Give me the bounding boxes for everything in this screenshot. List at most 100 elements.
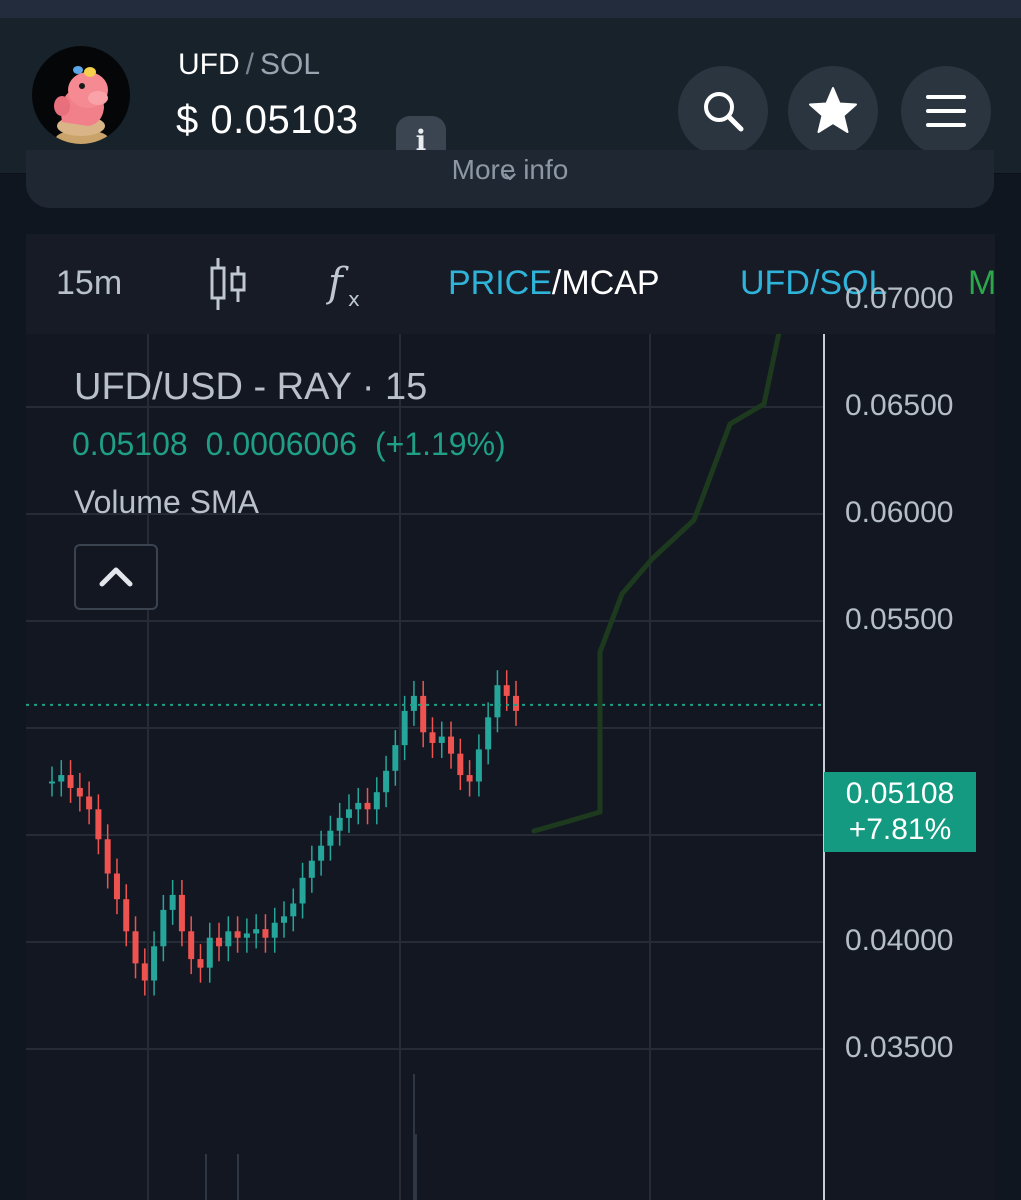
projection-annotation <box>531 334 782 834</box>
candle-body <box>290 903 297 917</box>
candle-body <box>475 749 482 782</box>
more-info-label: More info <box>451 154 569 185</box>
candle-body <box>113 873 120 900</box>
candle-body <box>383 770 390 793</box>
candle-body <box>188 931 195 960</box>
current-price-tag: 0.05108 <box>845 777 955 810</box>
candle-body <box>485 717 492 750</box>
candle-body <box>308 860 315 878</box>
search-button[interactable] <box>678 66 768 156</box>
candle-body <box>392 745 399 771</box>
svg-text:x: x <box>348 287 360 311</box>
candle-body <box>225 931 232 947</box>
candle-body <box>410 695 417 711</box>
candle-body <box>160 909 167 947</box>
mcap-option[interactable]: MCAP <box>561 264 660 302</box>
chevron-up-icon <box>99 567 133 587</box>
candle-body <box>253 929 260 934</box>
interval-selector[interactable]: 15m <box>56 264 123 302</box>
collapse-legend-button[interactable] <box>74 544 158 610</box>
candle-body <box>95 809 102 840</box>
chart-panel: 15m f x PRICE/MCAP UFD/SOL M UFD/USD - R… <box>26 234 997 1200</box>
candle-body <box>76 787 83 797</box>
candle-body <box>141 963 148 981</box>
candle-body <box>243 933 250 938</box>
candle-body <box>49 781 55 784</box>
menu-icon <box>926 95 966 127</box>
ohlc-legend: 0.05108 0.0006006 (+1.19%) <box>72 426 524 463</box>
candle-body <box>494 685 501 718</box>
price-chart[interactable] <box>26 334 995 1200</box>
candle-body <box>420 695 427 733</box>
candle-body <box>513 695 519 711</box>
candle-body <box>364 802 371 810</box>
y-tick-label: 0.06500 <box>845 389 954 422</box>
candle-body <box>123 899 130 932</box>
candle-body <box>457 753 464 776</box>
y-tick-label: 0.06000 <box>845 496 954 529</box>
menu-button[interactable] <box>901 66 991 156</box>
candlestick-icon[interactable] <box>208 256 248 317</box>
candle-body <box>67 775 74 788</box>
candle-body <box>466 775 473 782</box>
candle-body <box>86 796 93 810</box>
current-price: $ 0.05103 <box>176 98 359 142</box>
toolbar-overflow-item[interactable]: M <box>968 264 997 302</box>
candle-body <box>216 937 223 947</box>
y-tick-label: 0.04000 <box>845 924 954 957</box>
current-price-label: 0.05108 +7.81% <box>824 772 976 852</box>
y-tick-label: 0.07000 <box>845 282 954 315</box>
candle-body <box>336 817 343 831</box>
candle-body <box>345 809 352 818</box>
candle-body <box>178 894 185 932</box>
top-strip <box>0 0 1021 18</box>
change-percent: (+1.19%) <box>374 426 506 462</box>
chart-title: UFD/USD - RAY · 15 <box>74 366 428 408</box>
pair-separator: / <box>245 48 254 81</box>
search-icon <box>704 92 744 132</box>
price-option[interactable]: PRICE <box>448 264 552 302</box>
candle-body <box>355 802 362 810</box>
last-close-value: 0.05108 <box>72 426 188 462</box>
candle-body <box>503 685 510 696</box>
candle-body <box>373 792 380 810</box>
candle-body <box>448 736 455 754</box>
candle-body <box>104 839 111 874</box>
candle-body <box>206 937 213 968</box>
star-icon <box>809 87 857 133</box>
more-info-toggle[interactable]: More info ⌄ <box>26 150 994 208</box>
price-mcap-toggle[interactable]: PRICE/MCAP <box>448 264 660 303</box>
candle-body <box>169 894 176 910</box>
candle-body <box>262 929 269 938</box>
candle-body <box>401 710 408 746</box>
pair-name: UFD / SOL <box>178 48 320 82</box>
current-change-tag: +7.81% <box>848 813 952 846</box>
candle-body <box>234 931 241 938</box>
candle-body <box>318 845 325 861</box>
y-tick-label: 0.05500 <box>845 603 954 636</box>
candle-body <box>197 959 204 968</box>
change-value: 0.0006006 <box>205 426 357 462</box>
function-icon[interactable]: f x <box>325 256 370 317</box>
watchlist-button[interactable] <box>788 66 878 156</box>
candle-body <box>281 916 287 923</box>
quote-token: SOL <box>260 48 321 81</box>
candle-body <box>58 775 65 782</box>
chart-toolbar: 15m f x PRICE/MCAP UFD/SOL M <box>26 234 997 334</box>
candle-body <box>132 931 139 964</box>
toggle-separator: / <box>551 264 562 302</box>
base-token: UFD <box>178 48 240 81</box>
candle-body <box>438 736 445 743</box>
candle-body <box>151 946 158 981</box>
svg-text:f: f <box>326 260 349 306</box>
pair-toggle[interactable]: UFD/SOL <box>740 264 888 302</box>
candle-body <box>327 830 334 846</box>
volume-sma-label: Volume SMA <box>74 484 259 520</box>
chevron-down-icon: ⌄ <box>498 155 522 186</box>
y-tick-label: 0.03500 <box>845 1031 954 1064</box>
candle-body <box>429 732 436 743</box>
candle-body <box>271 922 278 938</box>
token-avatar <box>32 46 130 144</box>
pair-header: UFD / SOL $ 0.05103 i <box>0 18 1021 174</box>
candle-body <box>299 877 306 904</box>
